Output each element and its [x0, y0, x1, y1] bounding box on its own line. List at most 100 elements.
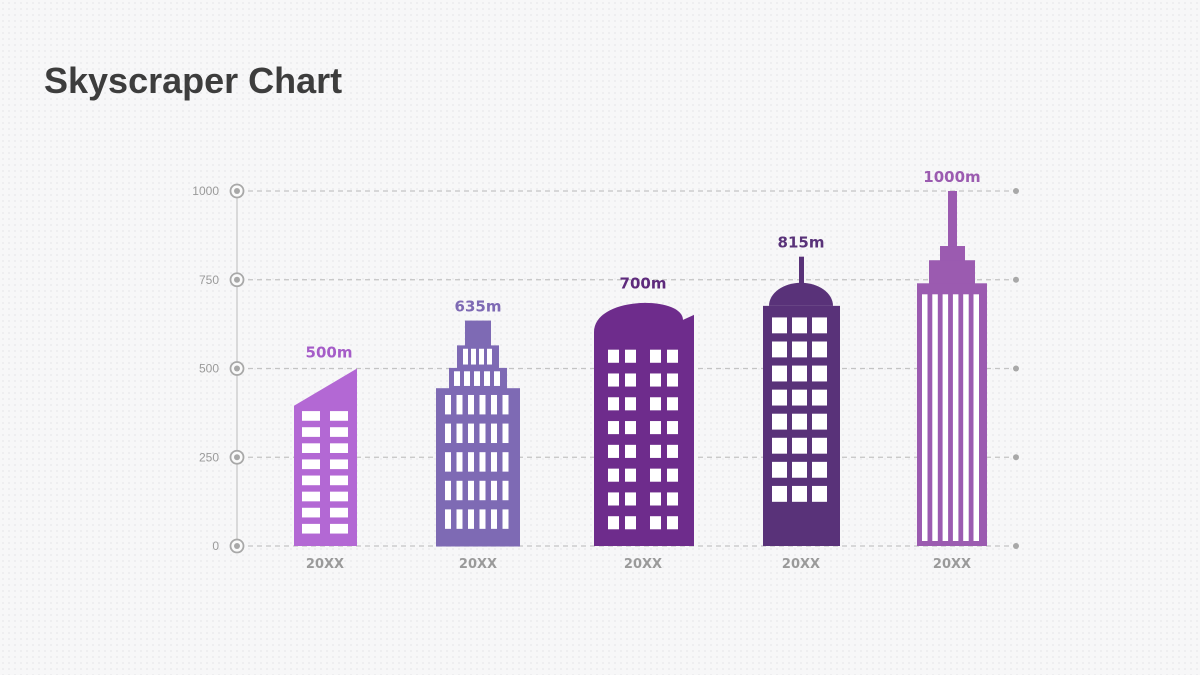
building-window: [625, 444, 636, 458]
building-window: [772, 317, 787, 334]
building-window: [650, 373, 661, 387]
building-window: [479, 348, 484, 365]
building-window: [456, 480, 463, 501]
building-window: [456, 452, 463, 472]
building-window: [468, 423, 474, 444]
building-window: [667, 397, 678, 411]
chart-title: Skyscraper Chart: [44, 60, 343, 101]
y-tick-label: 250: [199, 450, 219, 464]
building-window: [650, 444, 661, 458]
building-window: [650, 516, 661, 530]
building-window: [330, 507, 348, 518]
building-window: [667, 373, 678, 387]
building-window: [302, 475, 320, 486]
building-window: [812, 437, 827, 454]
building-body: [594, 302, 694, 546]
building-stripe: [952, 294, 959, 541]
y-tick-label: 750: [199, 273, 219, 287]
building-stripe: [942, 294, 949, 541]
building-window: [502, 394, 509, 415]
gridline-end-dot: [1013, 188, 1019, 194]
bar-building: [294, 368, 357, 546]
bar-building: [763, 256, 840, 546]
bar-building: [917, 191, 987, 546]
y-tick-label: 0: [212, 539, 219, 553]
building-window: [502, 509, 509, 529]
building-window: [792, 389, 807, 406]
building-window: [608, 373, 619, 387]
building-window: [302, 491, 320, 502]
building-window: [445, 423, 451, 444]
building-window: [479, 480, 486, 501]
building-window: [608, 516, 619, 530]
building-window: [463, 348, 468, 365]
building-window: [502, 480, 509, 501]
gridline-end-dot: [1013, 276, 1019, 283]
building-window: [772, 389, 787, 406]
building-antenna: [799, 256, 804, 286]
building-window: [445, 509, 451, 529]
x-tick-label: 20XX: [782, 557, 820, 572]
bar-building: [594, 302, 694, 546]
building-body: [940, 246, 965, 262]
x-tick-label: 20XX: [624, 557, 662, 572]
building-window: [302, 443, 320, 453]
y-tick-marker-dot: [234, 365, 240, 372]
building-window: [667, 444, 678, 458]
building-window: [330, 523, 348, 534]
building-body: [465, 320, 491, 346]
building-body: [294, 368, 357, 546]
building-window: [445, 394, 451, 415]
data-label: 700m: [620, 275, 667, 293]
data-label: 1000m: [923, 168, 980, 186]
building-window: [772, 461, 787, 478]
building-window: [454, 371, 460, 386]
building-window: [772, 365, 787, 382]
building-window: [330, 443, 348, 453]
y-tick-label: 500: [199, 362, 219, 376]
building-window: [330, 491, 348, 502]
building-window: [667, 468, 678, 482]
building-window: [812, 413, 827, 430]
building-window: [468, 452, 474, 472]
building-window: [487, 348, 492, 365]
building-window: [812, 461, 827, 478]
building-window: [302, 523, 320, 534]
building-window: [812, 341, 827, 358]
building-window: [650, 492, 661, 506]
building-window: [456, 394, 463, 415]
building-window: [302, 459, 320, 470]
building-window: [608, 349, 619, 363]
building-window: [471, 348, 476, 365]
building-window: [625, 492, 636, 506]
building-window: [479, 423, 486, 444]
building-window: [468, 509, 474, 529]
building-window: [812, 365, 827, 382]
building-window: [667, 492, 678, 506]
building-window: [494, 371, 500, 386]
building-window: [625, 421, 636, 435]
building-window: [608, 444, 619, 458]
building-window: [608, 492, 619, 506]
building-window: [491, 423, 497, 444]
building-window: [479, 394, 486, 415]
building-window: [772, 413, 787, 430]
building-stripe: [973, 294, 979, 541]
building-window: [625, 397, 636, 411]
building-window: [302, 507, 320, 518]
building-window: [792, 413, 807, 430]
building-window: [468, 480, 474, 501]
building-stripe: [932, 294, 938, 541]
building-window: [650, 468, 661, 482]
building-window: [792, 365, 807, 382]
building-window: [302, 411, 320, 421]
building-window: [625, 468, 636, 482]
building-window: [330, 427, 348, 437]
building-window: [650, 349, 661, 363]
gridline-end-dot: [1013, 365, 1019, 372]
building-window: [650, 421, 661, 435]
building-spire: [948, 191, 957, 248]
x-tick-label: 20XX: [306, 557, 344, 572]
building-window: [792, 437, 807, 454]
